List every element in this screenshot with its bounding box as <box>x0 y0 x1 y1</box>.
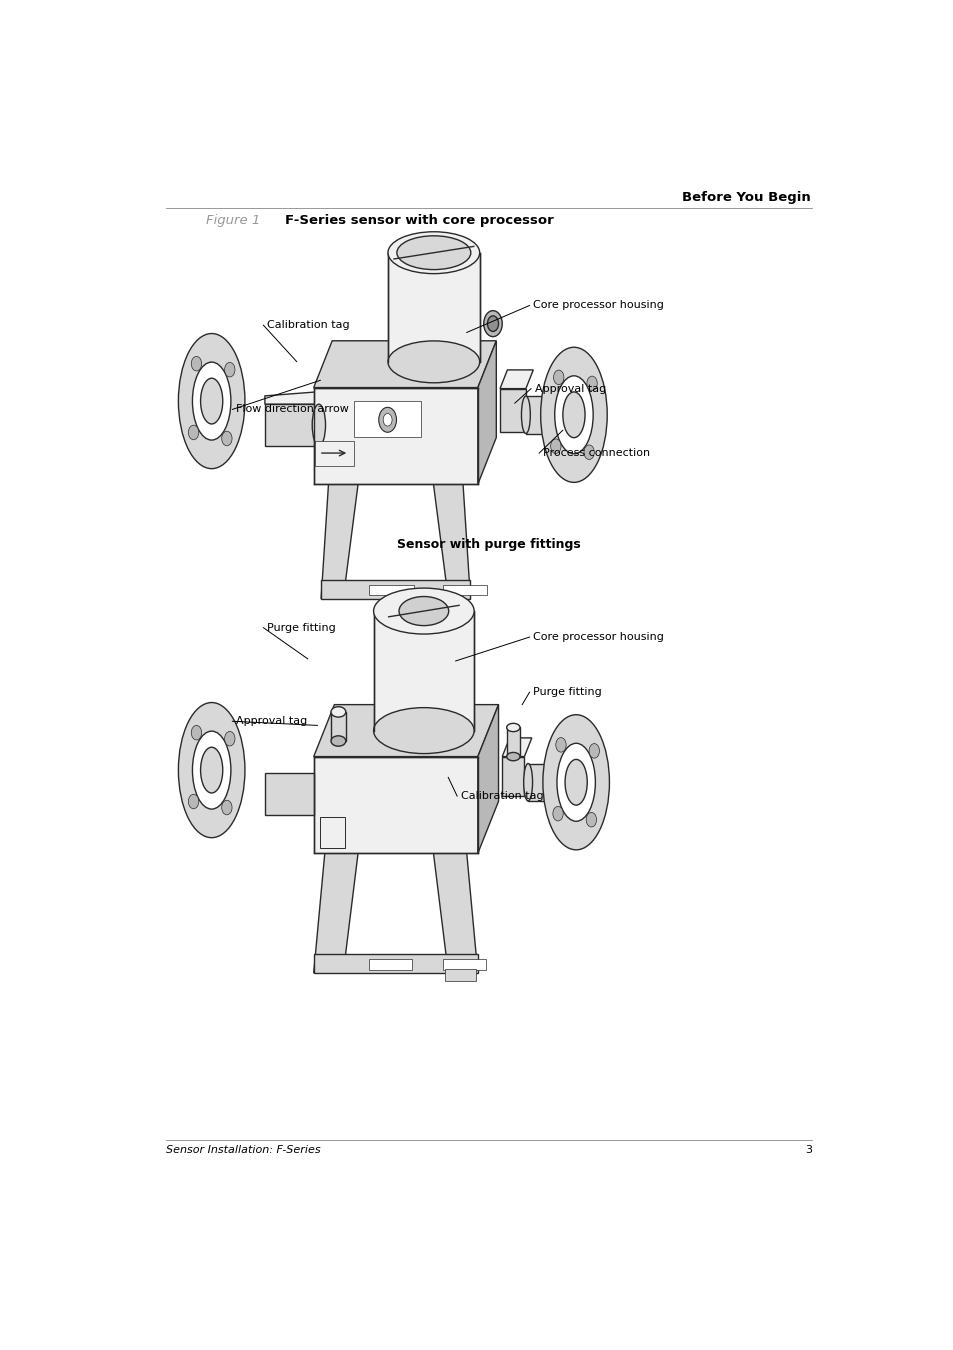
Ellipse shape <box>557 744 595 821</box>
Polygon shape <box>314 340 496 387</box>
Polygon shape <box>265 774 314 815</box>
Polygon shape <box>499 370 533 389</box>
Text: Purge fitting: Purge fitting <box>533 687 601 697</box>
Ellipse shape <box>542 714 609 850</box>
Ellipse shape <box>200 748 222 792</box>
Text: Sensor with purge fittings: Sensor with purge fittings <box>396 539 580 551</box>
Ellipse shape <box>506 752 519 761</box>
Circle shape <box>378 408 396 432</box>
Text: F-Series sensor with core processor: F-Series sensor with core processor <box>285 215 553 227</box>
Circle shape <box>192 725 201 740</box>
Text: Core processor housing: Core processor housing <box>533 632 663 643</box>
Text: Sensor Installation: F-Series: Sensor Installation: F-Series <box>166 1145 320 1154</box>
Ellipse shape <box>312 404 325 446</box>
Ellipse shape <box>523 764 532 801</box>
Polygon shape <box>501 738 531 756</box>
Text: Calibration tag: Calibration tag <box>460 791 543 801</box>
Text: Process connection: Process connection <box>542 448 649 458</box>
Polygon shape <box>314 756 477 853</box>
Polygon shape <box>321 580 470 598</box>
Polygon shape <box>314 853 357 973</box>
Bar <box>442 585 487 595</box>
Ellipse shape <box>331 736 345 747</box>
Ellipse shape <box>388 342 479 383</box>
Polygon shape <box>265 404 318 446</box>
Ellipse shape <box>193 362 231 440</box>
Ellipse shape <box>374 589 474 634</box>
Text: Approval tag: Approval tag <box>535 383 605 394</box>
Circle shape <box>589 744 598 759</box>
Bar <box>319 817 345 848</box>
Polygon shape <box>314 954 477 973</box>
Polygon shape <box>506 728 519 756</box>
Polygon shape <box>265 392 318 404</box>
Ellipse shape <box>178 333 245 468</box>
Ellipse shape <box>483 310 501 336</box>
Ellipse shape <box>331 706 345 717</box>
Circle shape <box>586 377 597 390</box>
Ellipse shape <box>540 347 607 482</box>
Polygon shape <box>433 853 477 973</box>
Ellipse shape <box>521 396 530 433</box>
Text: Purge fitting: Purge fitting <box>267 622 335 633</box>
Ellipse shape <box>554 375 593 454</box>
Circle shape <box>553 370 563 385</box>
Polygon shape <box>433 485 470 598</box>
Bar <box>369 585 413 595</box>
Text: Core processor housing: Core processor housing <box>533 301 663 310</box>
Circle shape <box>583 446 594 459</box>
Ellipse shape <box>178 702 245 837</box>
Circle shape <box>553 806 562 821</box>
Ellipse shape <box>200 378 222 424</box>
Ellipse shape <box>388 232 479 274</box>
Circle shape <box>556 737 565 752</box>
Ellipse shape <box>379 591 468 632</box>
Polygon shape <box>374 612 474 730</box>
Ellipse shape <box>487 316 498 332</box>
Text: Before You Begin: Before You Begin <box>681 192 810 204</box>
Polygon shape <box>477 705 498 853</box>
Polygon shape <box>321 485 357 598</box>
Polygon shape <box>501 756 524 796</box>
Ellipse shape <box>374 707 474 753</box>
Circle shape <box>383 413 392 427</box>
Text: Calibration tag: Calibration tag <box>267 320 350 331</box>
Text: Figure 1: Figure 1 <box>206 215 260 227</box>
Polygon shape <box>314 705 498 756</box>
Circle shape <box>224 362 234 377</box>
Ellipse shape <box>396 236 471 270</box>
Circle shape <box>221 431 232 446</box>
Ellipse shape <box>387 594 459 628</box>
Bar <box>354 401 420 437</box>
Bar <box>369 960 412 969</box>
Circle shape <box>224 732 234 747</box>
Ellipse shape <box>391 234 476 273</box>
Ellipse shape <box>506 724 519 732</box>
Polygon shape <box>477 340 496 485</box>
Bar <box>442 960 485 969</box>
Text: 3: 3 <box>804 1145 811 1154</box>
Polygon shape <box>499 389 525 432</box>
Ellipse shape <box>564 760 587 805</box>
Circle shape <box>550 439 560 454</box>
Ellipse shape <box>562 392 584 437</box>
Polygon shape <box>525 396 570 433</box>
Circle shape <box>221 801 232 815</box>
Bar <box>444 969 476 981</box>
Ellipse shape <box>193 732 231 809</box>
Circle shape <box>192 356 201 371</box>
Polygon shape <box>314 387 477 485</box>
Circle shape <box>188 425 198 440</box>
Polygon shape <box>388 252 479 362</box>
Circle shape <box>188 794 198 809</box>
Bar <box>314 440 354 466</box>
Ellipse shape <box>398 597 448 625</box>
Circle shape <box>585 813 596 828</box>
Text: Flow direction arrow: Flow direction arrow <box>235 405 349 414</box>
Text: Approval tag: Approval tag <box>235 717 307 726</box>
Polygon shape <box>331 711 345 741</box>
Polygon shape <box>528 764 572 801</box>
